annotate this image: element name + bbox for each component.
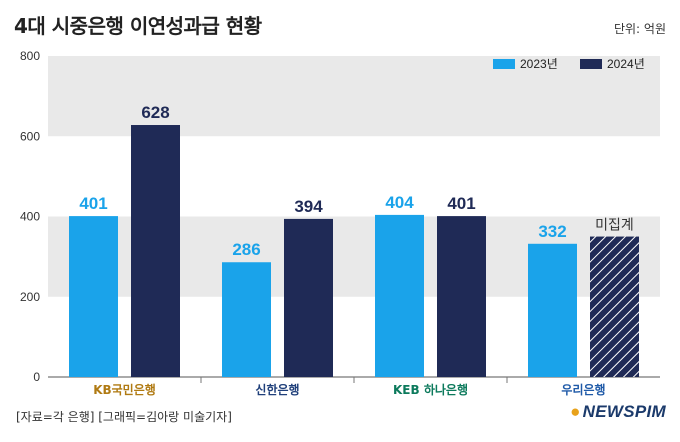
brand-mark-icon: ● — [570, 402, 581, 421]
data-label: 394 — [294, 197, 323, 216]
y-tick-label: 200 — [20, 290, 40, 304]
brand-logo: ● NEWSPIM — [570, 402, 666, 422]
bar-2024년-1 — [284, 218, 333, 377]
brand-name: NEWSPIM — [582, 402, 666, 421]
x-category-label: 우리은행 — [561, 382, 605, 397]
grid-band — [48, 56, 660, 137]
data-label: 628 — [141, 103, 169, 122]
data-label: 401 — [79, 194, 107, 213]
bar-2024년-3 — [590, 236, 639, 377]
source-credit: [자료=각 은행] [그래픽=김아랑 미술기자] — [16, 410, 232, 424]
x-category-label: KB국민은행 — [93, 382, 156, 397]
y-tick-label: 400 — [20, 210, 40, 224]
y-tick-label: 800 — [20, 49, 40, 63]
bar-2023년-1 — [222, 262, 271, 377]
x-category-label: KEB 하나은행 — [393, 382, 468, 397]
bar-2023년-2 — [375, 214, 424, 377]
data-label: 미집계 — [595, 217, 634, 233]
unit-label: 단위: 억원 — [613, 22, 666, 36]
chart-title: 4대 시중은행 이연성과급 현황 — [14, 14, 262, 38]
bar-2024년-2 — [437, 216, 486, 377]
legend-swatch — [580, 59, 602, 69]
bar-chart: 0 200 400 600 800 401 628 KB국민은행 286 394 신한은행 404 40… — [20, 49, 660, 397]
data-label: 286 — [232, 240, 260, 259]
bar-2023년-0 — [69, 216, 118, 377]
x-category-label: 신한은행 — [255, 382, 299, 397]
y-tick-label: 600 — [20, 129, 40, 143]
y-tick-label: 0 — [33, 370, 40, 384]
legend-label: 2023년 — [520, 57, 558, 71]
legend-swatch — [493, 59, 515, 69]
legend-label: 2024년 — [607, 57, 645, 71]
data-label: 401 — [447, 194, 475, 213]
bar-2024년-0 — [131, 125, 180, 377]
data-label: 332 — [538, 222, 566, 241]
data-label: 404 — [385, 193, 414, 212]
bar-2023년-3 — [528, 243, 577, 377]
